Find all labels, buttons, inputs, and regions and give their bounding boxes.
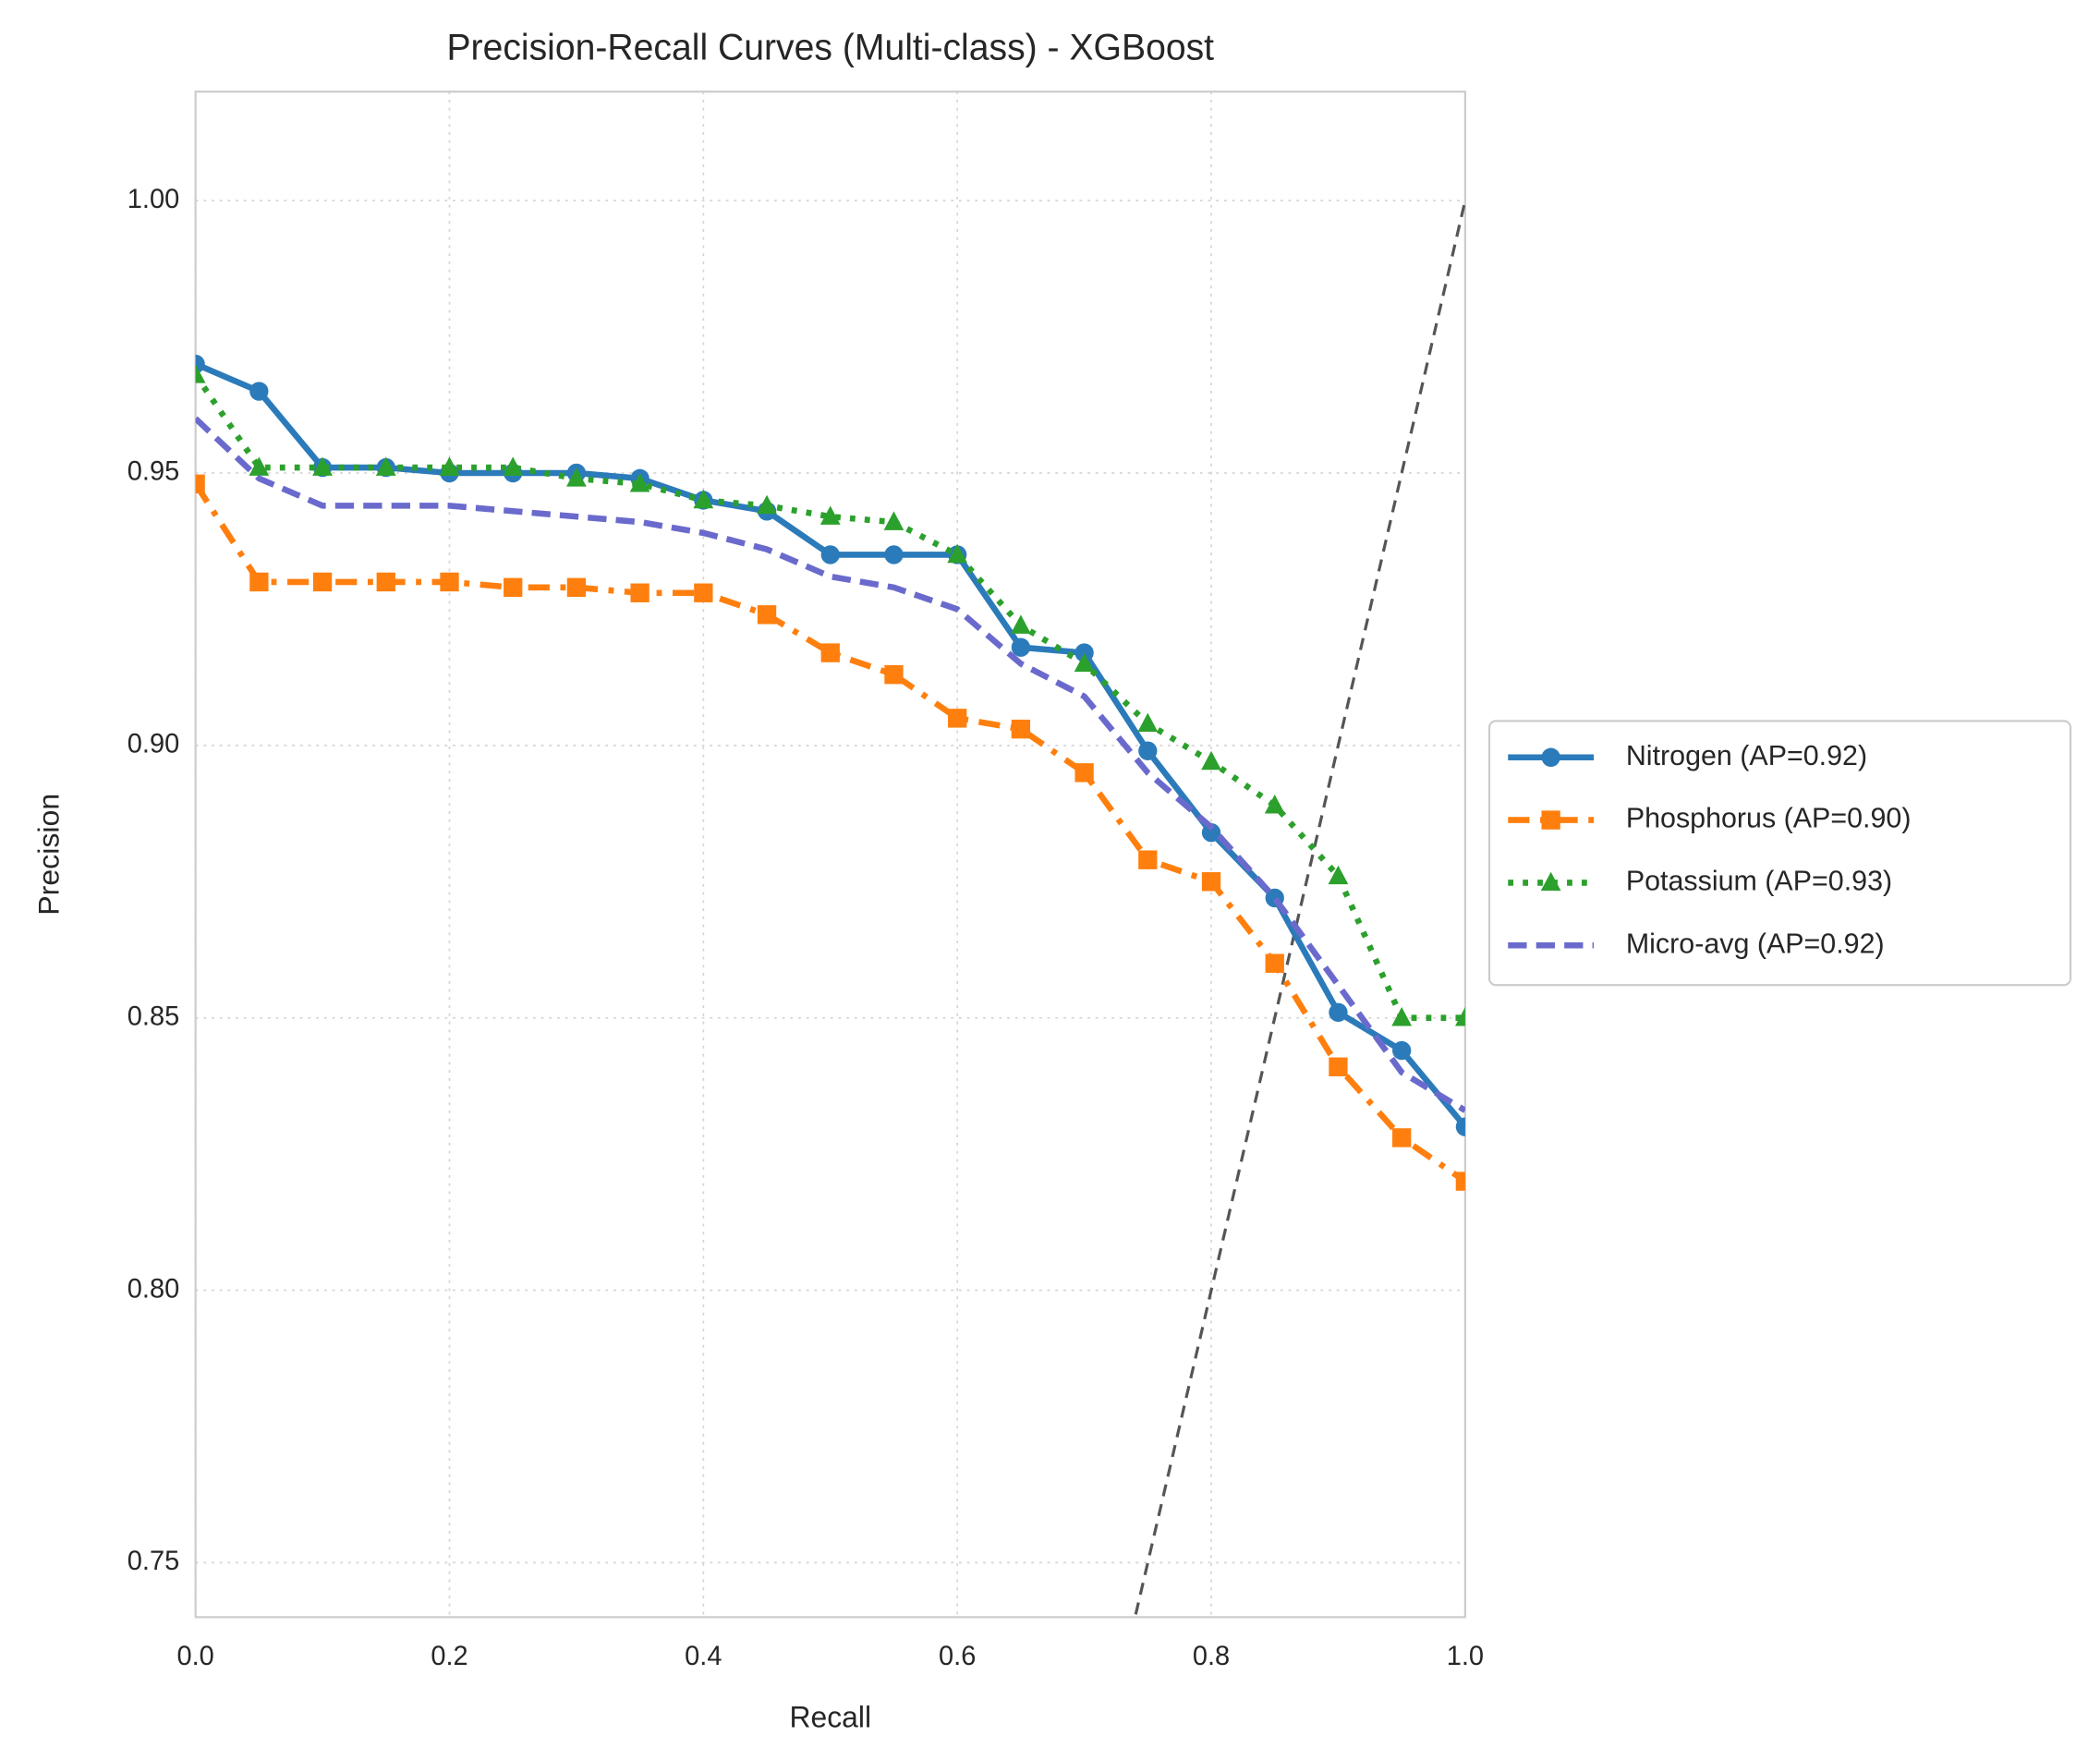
point-marker [820, 643, 840, 662]
point-marker [312, 456, 333, 476]
point-marker [884, 545, 904, 564]
point-marker [757, 605, 777, 625]
point-marker [195, 364, 206, 383]
point-marker [820, 545, 840, 564]
point-marker [1138, 741, 1158, 760]
point-marker [566, 577, 587, 598]
point-marker [504, 577, 523, 598]
y-tick-label: 0.95 [127, 457, 179, 487]
point-marker [1011, 719, 1031, 739]
legend-marker [1540, 871, 1561, 892]
point-marker [1455, 1117, 1465, 1136]
point-marker [1392, 1040, 1412, 1061]
point-marker [694, 583, 713, 602]
point-marker [195, 474, 205, 493]
point-marker [1138, 850, 1158, 869]
point-marker [1011, 637, 1031, 657]
point-marker [312, 572, 333, 592]
point-marker [1329, 1002, 1348, 1023]
y-tick-label: 0.75 [127, 1547, 179, 1576]
point-marker [1264, 795, 1285, 814]
legend-marker [1541, 747, 1560, 767]
legend-box [1487, 720, 2072, 987]
x-tick-label: 0.8 [1193, 1642, 1230, 1671]
point-marker [566, 467, 587, 487]
point-marker [376, 572, 395, 592]
point-marker [819, 505, 841, 525]
point-marker [883, 511, 904, 530]
point-marker [249, 382, 269, 401]
point-marker [757, 494, 777, 515]
chart-title: Precision-Recall Curves (Multi-class) - … [446, 27, 1214, 67]
point-marker [1392, 1128, 1412, 1147]
point-marker [1328, 865, 1349, 885]
x-tick-label: 0.4 [685, 1642, 722, 1671]
y-axis-label: Precision [32, 794, 66, 916]
point-marker [947, 543, 968, 564]
legend-marker [1541, 810, 1560, 830]
y-tick-label: 0.80 [127, 1274, 179, 1304]
legend-label: Nitrogen (AP=0.92) [1626, 740, 1867, 771]
point-marker [629, 473, 650, 492]
point-marker [1074, 643, 1094, 662]
point-marker [503, 456, 524, 476]
point-marker [1011, 614, 1031, 634]
x-axis-label: Recall [789, 1701, 871, 1734]
point-marker [1074, 652, 1095, 673]
point-marker [1391, 1007, 1413, 1026]
point-marker [1074, 763, 1094, 783]
point-marker [375, 456, 396, 476]
point-marker [1265, 953, 1284, 973]
point-marker [1137, 712, 1159, 733]
point-marker [249, 572, 269, 592]
plot-frame [194, 91, 1466, 1619]
y-tick-label: 0.90 [127, 729, 179, 759]
series-line [195, 416, 1465, 1113]
legend-label: Micro-avg (AP=0.92) [1626, 928, 1885, 959]
x-tick-label: 1.0 [1447, 1642, 1484, 1671]
point-marker [1201, 872, 1221, 892]
point-marker [1455, 1007, 1465, 1026]
point-marker [884, 664, 904, 685]
point-marker [439, 456, 460, 476]
point-marker [1455, 1171, 1465, 1191]
point-marker [693, 489, 714, 509]
x-tick-label: 0.6 [939, 1642, 976, 1671]
point-marker [1201, 750, 1221, 771]
point-marker [630, 583, 649, 602]
plot-area [195, 200, 1465, 1618]
y-tick-label: 0.85 [127, 1001, 179, 1031]
point-marker [1201, 822, 1221, 843]
point-marker [1329, 1057, 1348, 1076]
legend-label: Potassium (AP=0.93) [1626, 865, 1892, 896]
point-marker [440, 572, 459, 592]
x-tick-label: 0.0 [176, 1642, 213, 1671]
point-marker [948, 709, 967, 728]
point-marker [249, 456, 270, 476]
legend-label: Phosphorus (AP=0.90) [1626, 803, 1912, 834]
y-tick-label: 1.00 [127, 185, 179, 214]
x-tick-label: 0.2 [431, 1642, 467, 1671]
